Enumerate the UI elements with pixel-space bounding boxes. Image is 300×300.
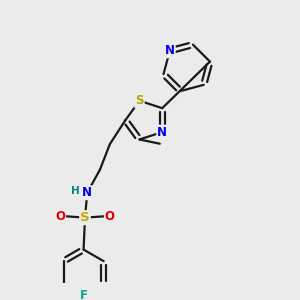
Text: S: S	[135, 94, 144, 107]
Text: F: F	[80, 290, 88, 300]
Text: N: N	[82, 186, 92, 199]
Text: N: N	[157, 126, 167, 139]
Text: O: O	[105, 210, 115, 223]
Text: H: H	[71, 185, 80, 196]
Text: S: S	[80, 211, 90, 224]
Text: O: O	[55, 210, 65, 223]
Text: N: N	[165, 44, 175, 57]
